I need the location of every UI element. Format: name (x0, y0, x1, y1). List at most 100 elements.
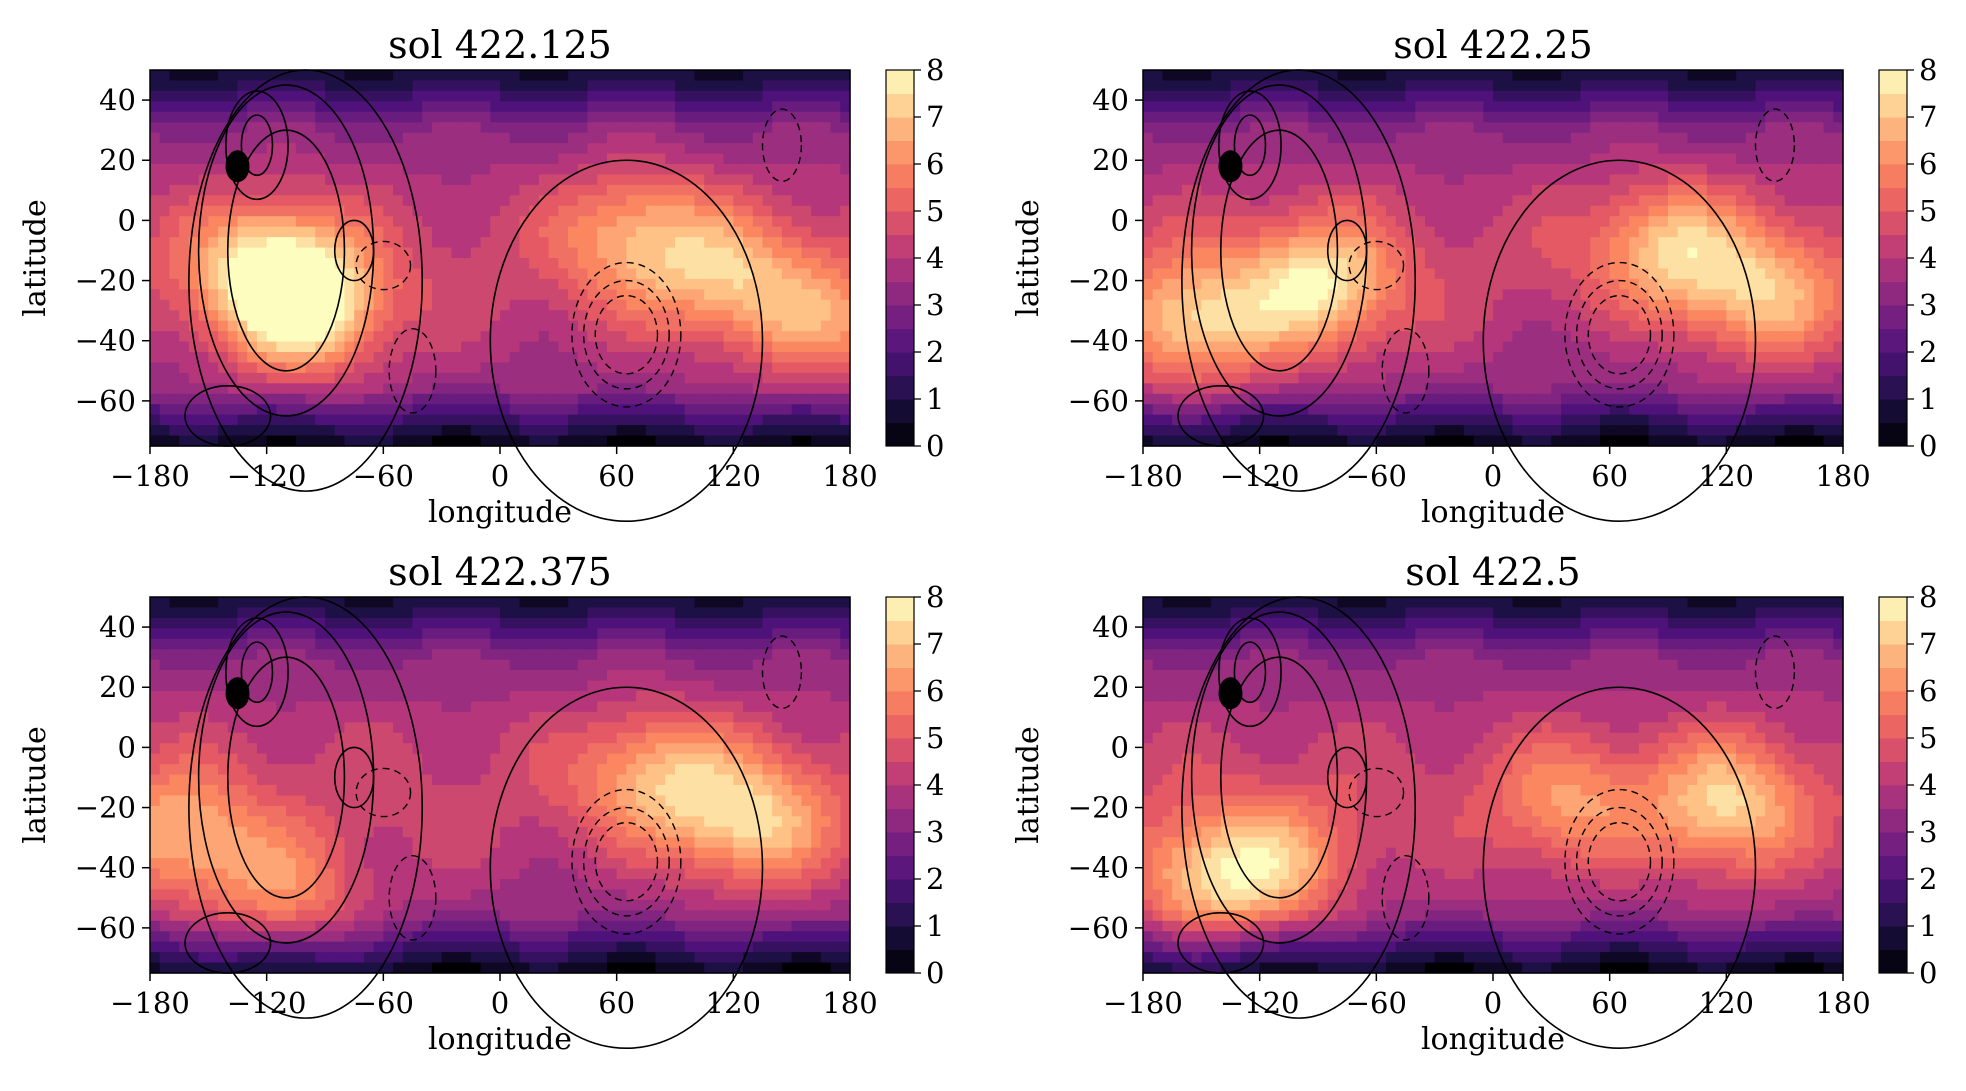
heatmap-cell (1522, 70, 1533, 82)
heatmap-cell (548, 352, 559, 364)
heatmap-cell (694, 101, 705, 113)
heatmap-cell (1366, 383, 1377, 395)
heatmap-cell (1619, 80, 1630, 92)
heatmap-cell (1240, 278, 1251, 290)
heatmap-cell (1784, 101, 1795, 113)
heatmap-cell (801, 383, 812, 395)
heatmap-cell (1366, 268, 1377, 280)
heatmap-cell (1502, 70, 1514, 82)
heatmap-cell (1483, 153, 1494, 165)
heatmap-cell (1473, 195, 1484, 207)
heatmap-cell (1211, 268, 1222, 280)
heatmap-cell (1745, 216, 1757, 228)
heatmap-cell (781, 164, 793, 176)
heatmap-cell (1716, 393, 1727, 405)
heatmap-cell (1288, 362, 1300, 374)
heatmap-cell (577, 70, 589, 82)
heatmap-cell (1570, 143, 1582, 155)
heatmap-cell (1784, 289, 1795, 301)
heatmap-cell (1434, 90, 1445, 102)
heatmap-cell (344, 143, 355, 155)
heatmap-cell (325, 372, 336, 384)
heatmap-cell (1629, 101, 1640, 113)
heatmap-cell (247, 331, 258, 343)
heatmap-cell (402, 331, 414, 343)
heatmap-cell (470, 237, 482, 249)
heatmap-cell (1191, 352, 1202, 364)
heatmap-cell (1181, 247, 1193, 259)
heatmap-cell (1561, 122, 1572, 134)
heatmap-cell (276, 299, 287, 311)
heatmap-cell (519, 247, 530, 259)
heatmap-cell (373, 404, 384, 416)
heatmap-cell (1629, 174, 1640, 186)
heatmap-cell (1726, 362, 1737, 374)
heatmap-cell (237, 331, 248, 343)
heatmap-cell (675, 226, 686, 238)
heatmap-cell (480, 101, 491, 113)
heatmap-cell (1240, 70, 1251, 82)
heatmap-cell (1765, 111, 1776, 123)
heatmap-cell (558, 268, 569, 280)
heatmap-cell (1181, 393, 1193, 405)
heatmap-cell (1172, 331, 1183, 343)
heatmap-cell (1356, 216, 1368, 228)
heatmap-cell (1629, 216, 1640, 228)
heatmap-cell (1405, 258, 1416, 270)
heatmap-cell (1473, 393, 1484, 405)
heatmap-cell (1599, 132, 1611, 144)
heatmap-cell (1541, 101, 1552, 113)
heatmap-cell (1162, 143, 1173, 155)
heatmap-cell (169, 362, 180, 374)
heatmap-cell (1531, 237, 1543, 249)
heatmap-cell (373, 289, 384, 301)
heatmap-cell (1405, 132, 1416, 144)
heatmap-cell (1269, 237, 1280, 249)
heatmap-cell (636, 372, 647, 384)
heatmap-cell (509, 383, 521, 395)
heatmap-cell (1240, 393, 1251, 405)
heatmap-cell (645, 164, 657, 176)
heatmap-cell (286, 195, 297, 207)
heatmap-cell (383, 205, 394, 217)
heatmap-cell (519, 268, 530, 280)
heatmap-cell (1716, 362, 1727, 374)
heatmap-cell (538, 278, 550, 290)
heatmap-cell (383, 174, 394, 186)
heatmap-cell (840, 362, 851, 374)
heatmap-cell (509, 184, 521, 196)
heatmap-cell (325, 111, 336, 123)
heatmap-cell (1376, 164, 1387, 176)
heatmap-cell (733, 226, 744, 238)
heatmap-cell (1658, 111, 1669, 123)
heatmap-cell (315, 289, 326, 301)
heatmap-cell (1405, 122, 1416, 134)
heatmap-cell (1240, 331, 1251, 343)
heatmap-cell (500, 393, 511, 405)
heatmap-cell (422, 101, 433, 113)
heatmap-cell (587, 331, 598, 343)
heatmap-cell (820, 435, 832, 447)
heatmap-cell (334, 70, 346, 82)
heatmap-cell (1580, 331, 1591, 343)
colorbar-band (886, 352, 914, 376)
heatmap-cell (480, 268, 491, 280)
heatmap-cell (694, 278, 705, 290)
heatmap-cell (402, 310, 414, 322)
heatmap-cell (1415, 247, 1426, 259)
heatmap-cell (1434, 174, 1445, 186)
heatmap-cell (315, 101, 326, 113)
heatmap-cell (150, 362, 161, 374)
heatmap-cell (461, 352, 472, 364)
heatmap-cell (334, 216, 346, 228)
heatmap-cell (305, 216, 316, 228)
heatmap-cell (266, 70, 277, 82)
heatmap-cell (684, 435, 696, 447)
heatmap-cell (1279, 216, 1290, 228)
heatmap-cell (1454, 143, 1465, 155)
heatmap-cell (1220, 383, 1232, 395)
heatmap-cell (1347, 383, 1358, 395)
colorbar-band (886, 422, 914, 447)
heatmap-cell (490, 184, 501, 196)
heatmap-cell (616, 70, 627, 82)
